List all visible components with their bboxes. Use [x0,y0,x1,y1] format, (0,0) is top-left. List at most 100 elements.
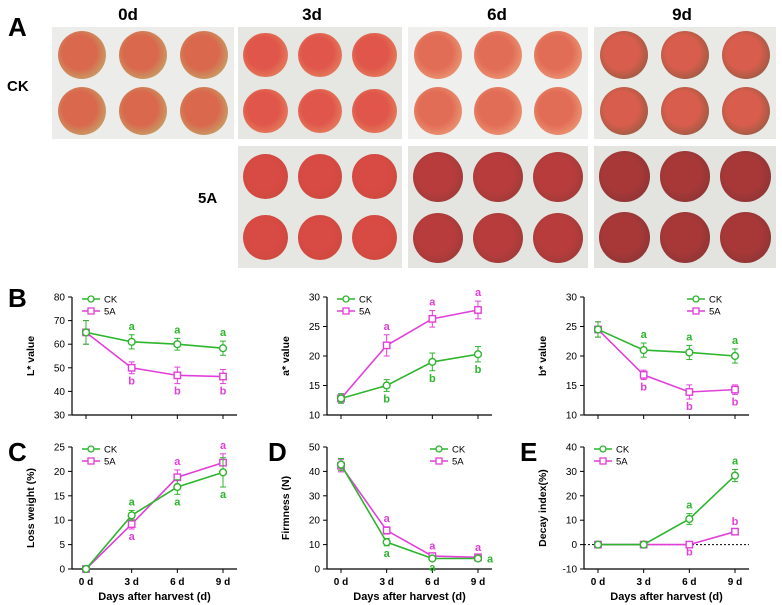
y-tick-label: 20 [309,516,321,527]
legend-marker-ck [692,295,700,303]
peach-fruit [179,31,228,79]
peach-fruit [58,87,107,135]
y-tick-label: 15 [566,381,578,392]
significance-letter: b [174,386,181,398]
peach-fruit [179,87,228,135]
peach-fruit [352,215,397,260]
x-tick-label: 3 d [379,577,393,588]
legend-marker-ck [87,445,95,453]
data-point-ck [127,511,136,520]
chart-decay-index: -10 0 10 20 30 40 0 d 3 d 6 d 9 d Decay index(%) Da… [537,443,749,603]
significance-letter: a [429,541,436,553]
data-point-ck [639,345,648,355]
data-point-5a [173,371,182,380]
photo-ck-9d [594,27,776,139]
legend-label: 5A [359,307,371,318]
peach-fruit [600,31,649,79]
legend-marker-5a [435,457,443,465]
series-line-ck [85,471,224,570]
panel-letter-c: C [8,437,27,467]
data-point-ck [382,538,391,547]
series-line-ck [85,331,224,350]
legend-marker-5a [87,457,95,465]
peach-fruit [473,151,523,202]
day-label-3d: 3d [302,5,322,24]
data-point-ck [428,357,437,367]
legend-marker-5a [692,307,700,315]
legend-label: 5A [104,307,116,318]
data-point-5a [127,363,136,372]
peach-fruit [534,87,582,135]
peach-fruit [474,31,522,79]
x-tick-label: 0 d [334,577,348,588]
y-tick-label: 20 [566,491,578,502]
peach-fruit [58,31,107,79]
photo-5a-9d [594,146,776,268]
series-line-5a [340,465,479,559]
x-tick-label: 6 d [425,577,439,588]
y-axis-label: a* value [280,336,292,376]
y-tick-label: 70 [54,316,66,327]
significance-letter: a [429,562,436,574]
legend-marker-ck [87,295,95,303]
x-tick-label: 6 d [170,577,184,588]
legend-label: CK [616,445,630,456]
peach-fruit [119,87,167,135]
data-point-ck [218,344,228,353]
y-tick-label: 10 [54,516,66,527]
significance-letter: a [384,513,391,525]
data-point-5a [382,341,391,350]
significance-letter: a [174,324,181,336]
data-point-ck [685,348,694,357]
series-line-5a [598,530,736,546]
y-tick-label: 30 [566,467,578,478]
data-point-ck [81,564,91,574]
photo-5a-3d [238,146,402,268]
data-point-ck [336,394,346,403]
peach-fruit [297,88,343,134]
photo-5a-6d [408,146,588,268]
data-point-5a [474,306,482,314]
peach-fruit [352,154,397,199]
y-axis-label: Decay index(%) [537,469,549,547]
peach-fruit [474,87,522,135]
significance-letter: a [129,321,136,333]
legend-label: CK [104,295,118,306]
data-point-5a [639,370,648,379]
peach-fruit [659,151,711,202]
significance-letter: a [732,455,739,467]
x-tick-label: 0 d [79,577,93,588]
peach-fruit [297,215,343,260]
series-line-ck [598,474,736,546]
legend-marker-ck [342,295,350,303]
significance-letter: b [128,376,135,388]
y-tick-label: 20 [566,352,578,363]
y-tick-label: 0 [314,565,320,576]
significance-letter: b [686,401,693,413]
data-point-ck [428,554,437,563]
x-tick-label: 0 d [591,577,605,588]
x-tick-label: 3 d [124,577,138,588]
x-tick-label: 6 d [682,577,696,588]
x-tick-label: 9 d [728,577,742,588]
x-tick-label: 3 d [636,577,650,588]
data-point-5a [428,314,437,323]
data-point-ck [173,482,182,492]
peach-fruit [720,212,771,263]
significance-letter: b [220,386,227,398]
peach-fruit [661,31,709,79]
y-tick-label: 80 [54,293,66,304]
peach-fruit [534,31,582,79]
y-tick-label: 30 [309,491,321,502]
peach-fruit [297,154,343,199]
y-axis-label: Loss weight (%) [25,468,37,548]
data-point-ck [593,325,603,334]
legend-label: 5A [452,457,464,468]
legend-label: CK [359,295,373,306]
chart-loss-weight: 0 5 10 15 20 25 0 d 3 d 6 d 9 d Loss weight (%) Day… [25,440,237,603]
legend-label: 5A [709,307,721,318]
photo-ck-0d [52,27,234,139]
significance-letter: a [174,456,181,468]
y-tick-label: 50 [309,443,321,454]
